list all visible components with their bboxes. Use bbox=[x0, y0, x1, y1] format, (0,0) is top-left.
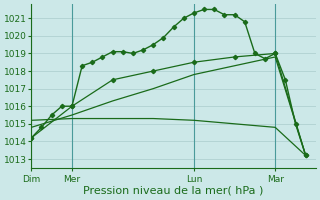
X-axis label: Pression niveau de la mer( hPa ): Pression niveau de la mer( hPa ) bbox=[84, 186, 264, 196]
